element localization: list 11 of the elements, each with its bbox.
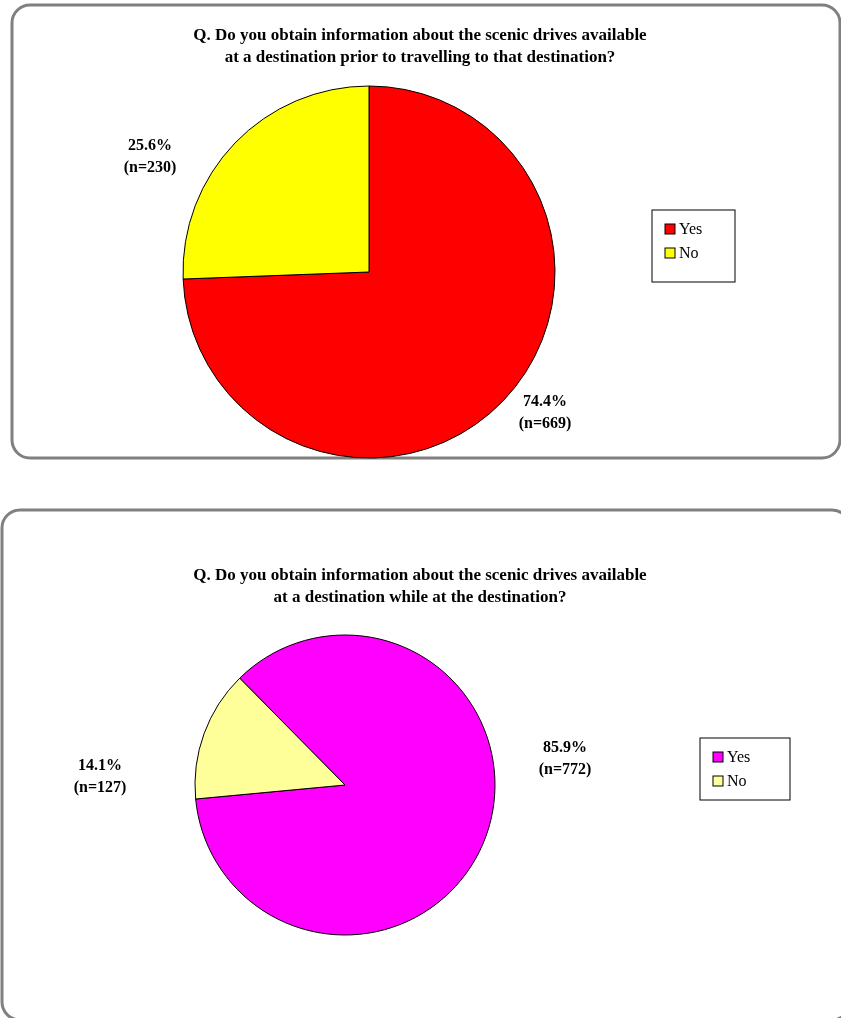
legend-label: No	[679, 244, 699, 261]
legend-label: Yes	[727, 748, 751, 765]
pie-slice	[195, 634, 496, 936]
data-label: 85.9% (n=772)	[538, 738, 592, 778]
data-label: 14.1% (n=127)	[73, 756, 127, 796]
data-label: 25.6% (n=230)	[123, 136, 177, 176]
legend-label: No	[727, 772, 747, 789]
chart-title: Q. Do you obtain information about the scenic drives available at a destination prior to travelling to that destination?	[193, 25, 648, 66]
chart-title: Q. Do you obtain information about the scenic drives available at a destination while at the destination?	[193, 565, 648, 606]
legend-label: Yes	[679, 220, 703, 237]
data-label: 74.4% (n=669)	[518, 392, 572, 432]
